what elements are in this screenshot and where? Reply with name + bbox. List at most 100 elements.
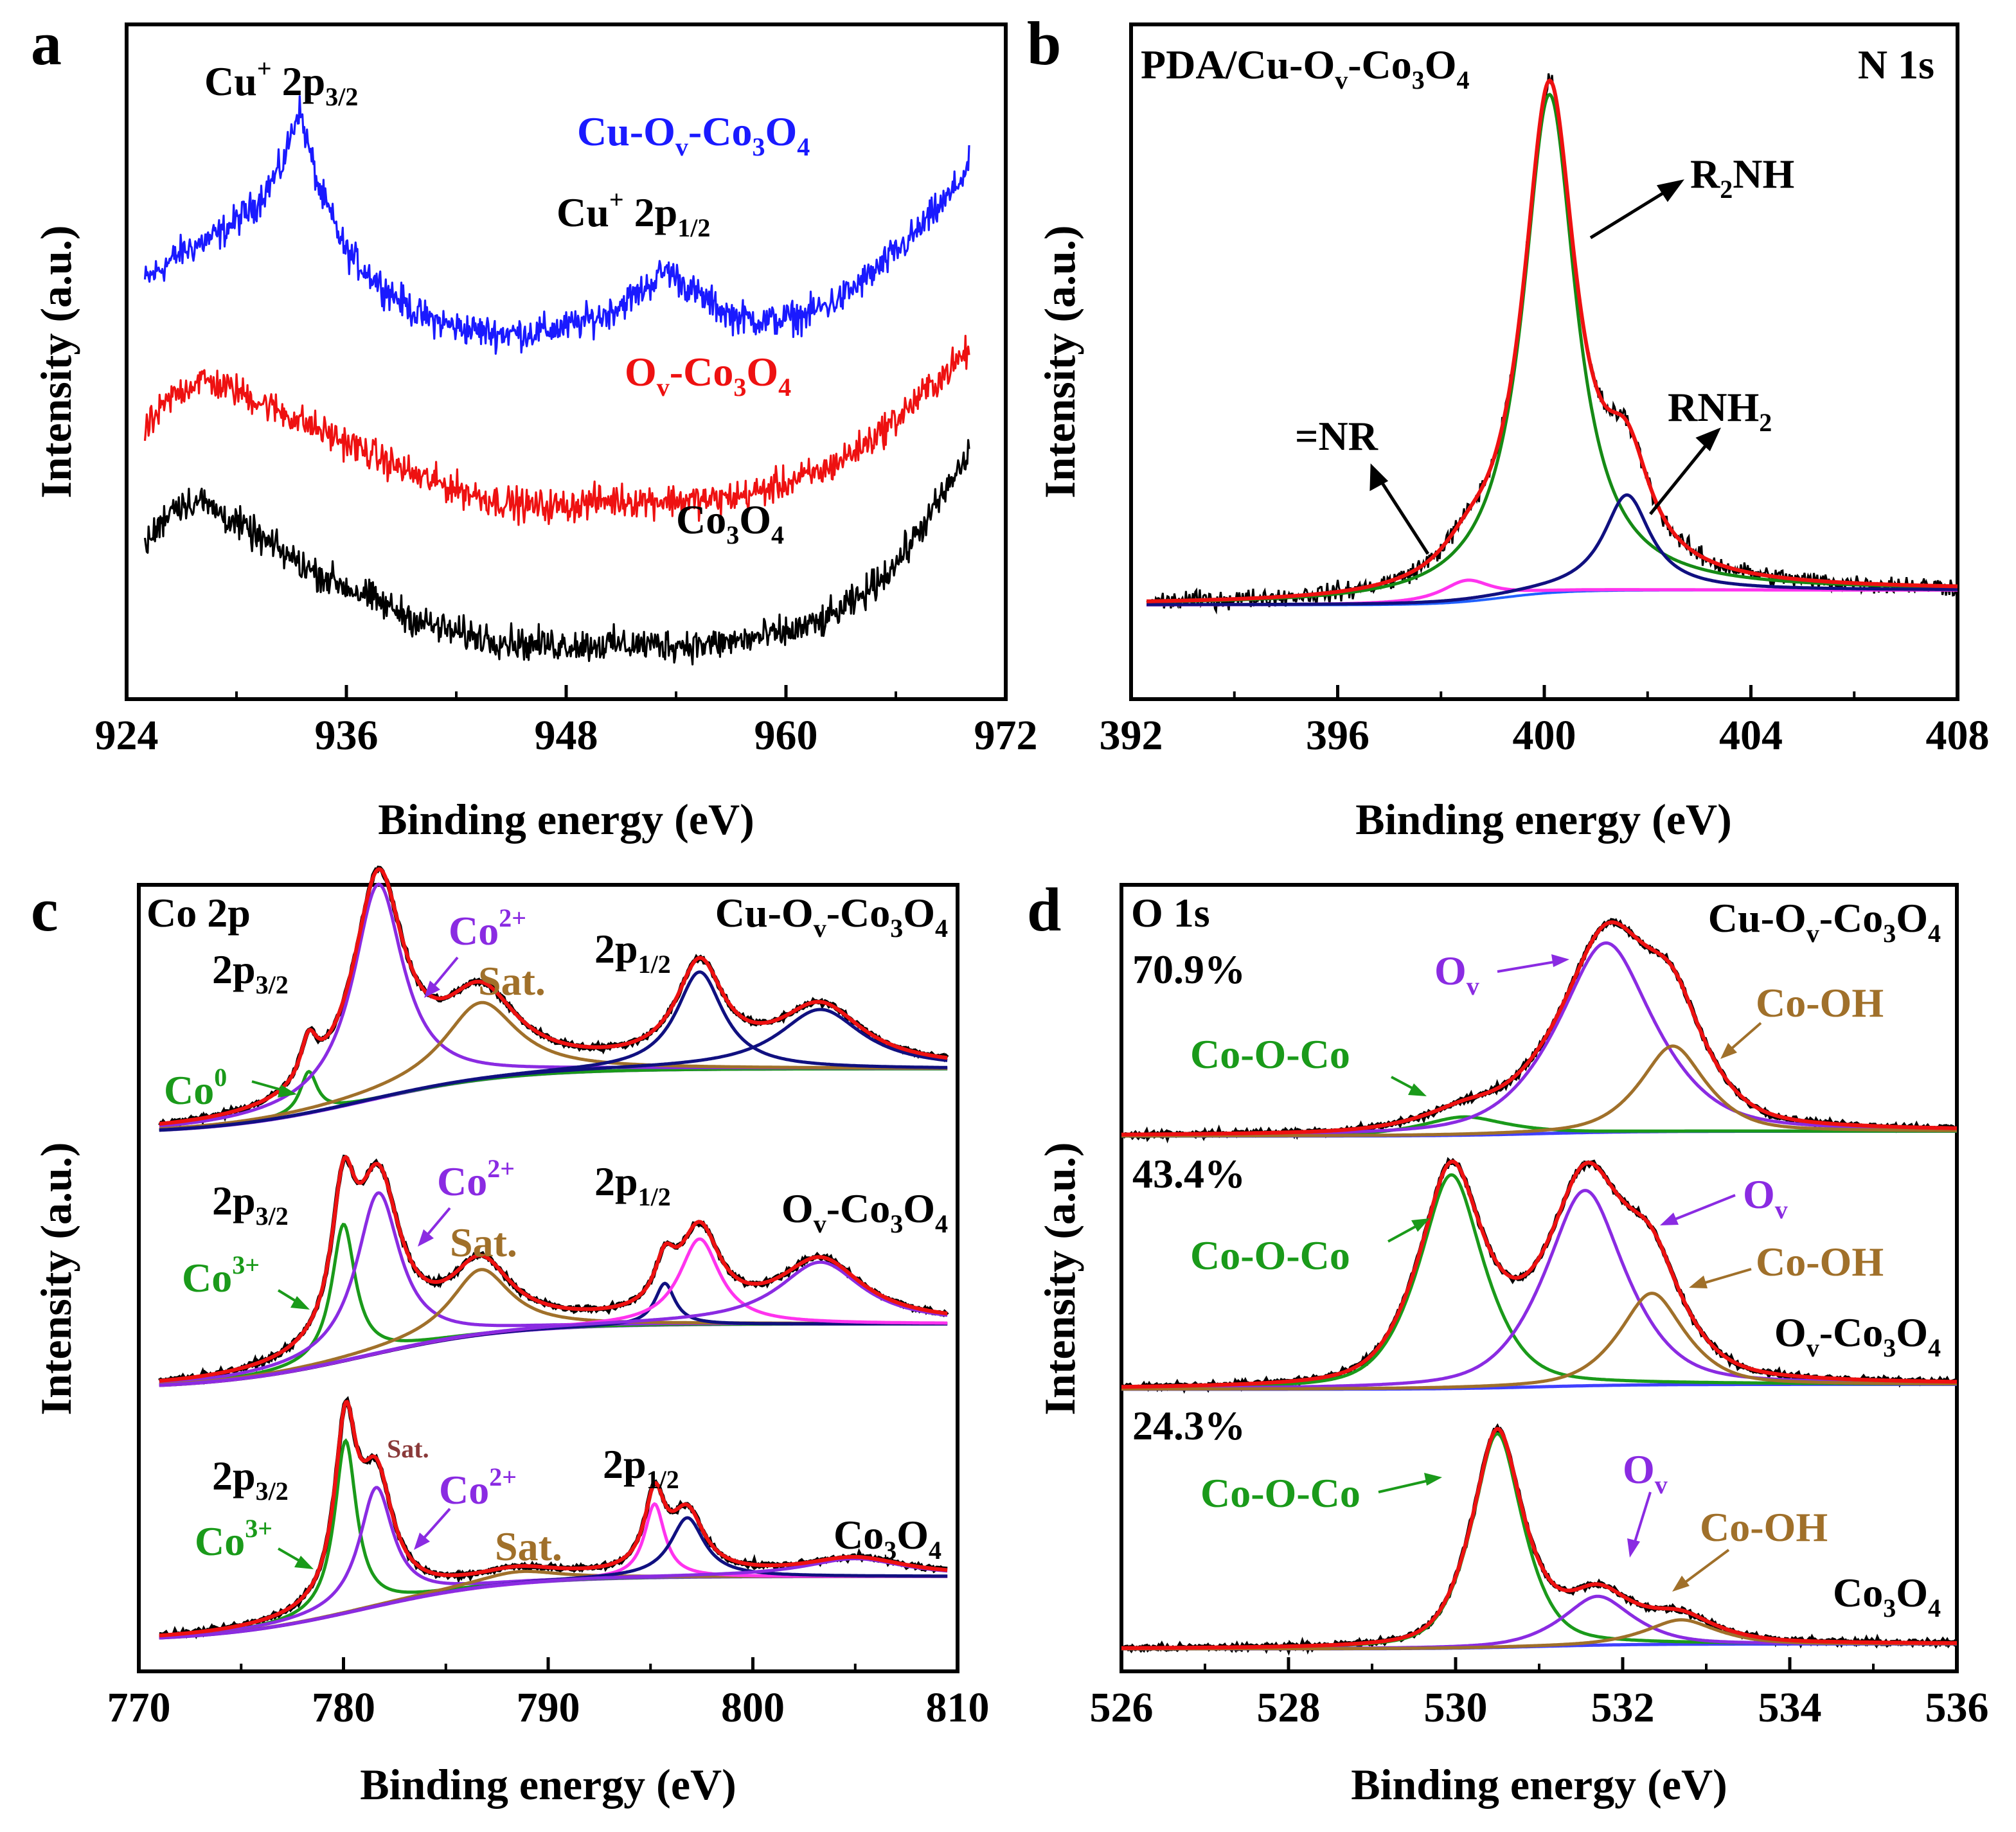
- panel-c-tick-label-770: 770: [107, 1684, 171, 1731]
- panel-c-x-title: Binding energy (eV): [360, 1760, 736, 1809]
- panel-a-y-title: Intensity (a.u.): [31, 225, 80, 498]
- legend-cu-ov-co3o4: Cu-Ov-Co3O4: [577, 109, 810, 161]
- arrow-d3-coco: [1378, 1478, 1435, 1493]
- panel-c-spectrum-2: [158, 1154, 949, 1387]
- panel-d-tick-label-528: 528: [1257, 1684, 1321, 1731]
- d1-percent: 70.9%: [1132, 947, 1245, 992]
- envelope-fit: [159, 867, 948, 1126]
- c1-sat: Sat.: [478, 958, 546, 1004]
- d1-coco: Co-O-Co: [1190, 1031, 1350, 1077]
- panel-d-spectrum-2: [1121, 1157, 1959, 1394]
- panel-a: a 924 936 948 960 972 Binding energy (eV) In…: [31, 9, 1038, 844]
- c3-co3: Co3+: [195, 1514, 272, 1564]
- panel-a-tick-label-960: 960: [754, 712, 818, 759]
- peak-RNH2: [1146, 493, 1958, 607]
- arrow-d1-coco-head: [1408, 1083, 1427, 1096]
- arrow-r2nh-head: [1656, 179, 1684, 202]
- peak-Co-OH: [1121, 1292, 1957, 1391]
- c3-sample-label: Co3O4: [834, 1512, 941, 1565]
- d2-ov: Ov: [1743, 1171, 1788, 1224]
- peak-Sat. 2p1/2: [159, 1557, 948, 1640]
- panel-a-tick-label-972: 972: [974, 712, 1038, 759]
- arrow-d3-coco-head: [1424, 1473, 1442, 1486]
- d2-coco: Co-O-Co: [1190, 1232, 1350, 1278]
- arrow-d2-ov-head: [1660, 1213, 1679, 1225]
- arrow-d3-ov: [1631, 1491, 1652, 1551]
- panel-b-title: PDA/Cu-Ov-Co3O4: [1141, 42, 1470, 94]
- arrow-d2-coco-head: [1411, 1218, 1430, 1232]
- envelope-fit: [159, 1155, 948, 1383]
- panel-c-tick-label-790: 790: [517, 1684, 580, 1731]
- c2-co3: Co3+: [182, 1250, 260, 1301]
- d2-percent: 43.4%: [1132, 1151, 1245, 1196]
- envelope-fit: [159, 1400, 948, 1638]
- arrows-d: [1378, 954, 1762, 1592]
- panel-label-d: d: [1027, 875, 1061, 944]
- d2-cooh: Co-OH: [1756, 1239, 1884, 1285]
- c1-co0: Co0: [164, 1063, 227, 1113]
- arrows-b: [1369, 179, 1721, 555]
- series-Co3O4: [143, 439, 970, 666]
- d3-coco: Co-O-Co: [1200, 1470, 1360, 1516]
- panel-c-y-title: Intensity (a.u.): [31, 1142, 80, 1415]
- c3-2p12: 2p1/2: [603, 1441, 679, 1494]
- raw-spectrum: [1146, 73, 1959, 615]
- panel-c-tick-label-810: 810: [926, 1684, 990, 1731]
- panel-b-x-title: Binding energy (eV): [1355, 795, 1732, 844]
- panel-c: c 770 780 790 800 810 Binding energy (eV) In…: [31, 866, 990, 1809]
- panel-a-tick-label-924: 924: [95, 712, 159, 759]
- envelope-fit: [1121, 1427, 1957, 1650]
- arrow-d3-ov-head: [1627, 1538, 1640, 1558]
- series-Ov-Co3O4: [143, 335, 970, 526]
- panel-b-tick-label-408: 408: [1926, 712, 1990, 759]
- panel-c-spec3-labels: Co3O4 2p3/2 2p1/2 Co3+ Co2+ Sat. Sat.: [195, 1434, 941, 1569]
- arrow-d3-cooh-head: [1672, 1576, 1690, 1592]
- label-rnh2: RNH2: [1668, 384, 1772, 437]
- annotation-cu-2p32: Cu+ 2p3/2: [204, 54, 358, 111]
- panel-d-x-title: Binding energy (eV): [1351, 1760, 1727, 1809]
- panel-c-spectrum-3: [159, 1396, 948, 1640]
- c2-sample-label: Ov-Co3O4: [781, 1186, 948, 1238]
- panel-b-tick-label-400: 400: [1513, 712, 1576, 759]
- arrows-c: [251, 956, 459, 1569]
- panel-a-tick-label-936: 936: [315, 712, 379, 759]
- panel-d-curves: [1120, 918, 1959, 1656]
- peak-Sat. 2p1/2: [159, 1008, 948, 1132]
- panel-d-tick-label-530: 530: [1424, 1684, 1488, 1731]
- panel-d-x-ticks: 526 528 530 532 534 536: [1090, 1657, 1989, 1731]
- arrow-c3-co3-head: [294, 1556, 314, 1569]
- panel-d-tick-label-534: 534: [1758, 1684, 1822, 1731]
- panel-b: b 392 396 400 404 408 Binding energy (eV) In…: [1027, 9, 1990, 844]
- arrow-c2-co3-head: [290, 1296, 310, 1310]
- c2-sat: Sat.: [450, 1220, 517, 1265]
- arrow-c1-co2-head: [424, 981, 440, 998]
- panel-b-y-title: Intensity (a.u.): [1035, 225, 1084, 498]
- d1-cooh: Co-OH: [1756, 980, 1884, 1026]
- c3-sat-small: Sat.: [387, 1434, 429, 1463]
- panel-d-tick-label-526: 526: [1090, 1684, 1154, 1731]
- d3-percent: 24.3%: [1132, 1403, 1245, 1448]
- arrow-r2nh: [1589, 184, 1675, 240]
- panel-c-curves: [158, 866, 949, 1640]
- panel-c-region: Co 2p: [147, 890, 251, 936]
- label-r2nh: R2NH: [1690, 151, 1794, 204]
- panel-d-spec3-labels: Co3O4 24.3% Co-O-Co Ov Co-OH: [1132, 1403, 1941, 1623]
- arrow-c1-co0-head: [278, 1085, 297, 1098]
- arrow-nr-head: [1369, 463, 1389, 492]
- c3-2p32: 2p3/2: [212, 1453, 289, 1506]
- arrow-d1-ov-head: [1551, 954, 1569, 967]
- panel-c-tick-label-800: 800: [721, 1684, 785, 1731]
- d3-cooh: Co-OH: [1700, 1504, 1828, 1550]
- arrow-rnh2-head: [1695, 427, 1721, 452]
- panel-a-x-title: Binding energy (eV): [378, 795, 754, 844]
- envelope-fit: [1121, 920, 1958, 1137]
- panel-b-tick-label-392: 392: [1100, 712, 1163, 759]
- panel-d: d 526 528 530 532 534 536 Binding energy (eV)…: [1027, 875, 1989, 1809]
- panel-a-tick-label-948: 948: [535, 712, 598, 759]
- peak-Sat. 2p3/2: [159, 1000, 948, 1131]
- panel-d-region: O 1s: [1131, 890, 1210, 936]
- arrow-d1-cooh-head: [1720, 1043, 1737, 1059]
- c2-co2: Co2+: [437, 1154, 515, 1204]
- label-nr: =NR: [1295, 413, 1378, 459]
- peak-Sat. 2p1/2: [159, 1260, 948, 1387]
